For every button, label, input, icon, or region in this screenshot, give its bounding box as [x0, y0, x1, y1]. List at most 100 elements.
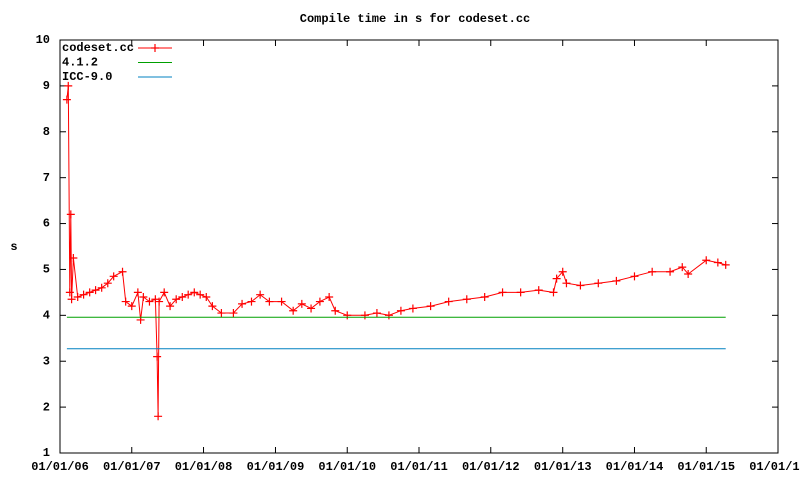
- y-tick-label: 5: [43, 263, 50, 277]
- point-marker: [297, 299, 306, 308]
- x-tick-label: 01/01/07: [103, 460, 161, 474]
- x-tick-label: 01/01/12: [462, 460, 520, 474]
- point-marker: [91, 286, 100, 295]
- point-marker: [462, 295, 471, 304]
- y-tick-label: 10: [36, 33, 50, 47]
- point-marker: [426, 302, 435, 311]
- point-marker: [360, 311, 369, 320]
- point-marker: [178, 292, 187, 301]
- point-marker: [85, 288, 94, 297]
- legend-label: ICC-9.0: [62, 70, 112, 84]
- point-marker: [62, 95, 71, 104]
- point-marker: [190, 288, 199, 297]
- x-tick-label: 01/01/09: [247, 460, 305, 474]
- point-marker: [109, 272, 118, 281]
- chart-title: Compile time in s for codeset.cc: [300, 12, 530, 26]
- point-marker: [562, 279, 571, 288]
- point-marker: [217, 309, 226, 318]
- y-tick-label: 8: [43, 125, 50, 139]
- point-marker: [612, 276, 621, 285]
- point-marker: [648, 267, 657, 276]
- point-marker: [408, 304, 417, 313]
- y-tick-label: 2: [43, 400, 50, 414]
- point-marker: [325, 292, 334, 301]
- point-marker: [153, 352, 162, 361]
- point-marker: [202, 292, 211, 301]
- x-tick-label: 01/01/13: [534, 460, 592, 474]
- point-marker: [145, 297, 154, 306]
- point-marker: [127, 302, 136, 311]
- point-marker: [66, 210, 75, 219]
- y-tick-label: 9: [43, 79, 50, 93]
- y-tick-label: 3: [43, 354, 50, 368]
- y-tick-label: 6: [43, 217, 50, 231]
- x-tick-label: 01/01/16: [749, 460, 800, 474]
- point-marker: [184, 290, 193, 299]
- point-marker: [516, 288, 525, 297]
- point-marker: [343, 311, 352, 320]
- point-marker: [307, 304, 316, 313]
- point-marker: [372, 309, 381, 318]
- point-marker: [139, 292, 148, 301]
- point-marker: [702, 256, 711, 265]
- point-marker: [67, 295, 76, 304]
- point-marker: [121, 297, 130, 306]
- point-marker: [277, 297, 286, 306]
- point-marker: [133, 288, 142, 297]
- point-marker: [630, 272, 639, 281]
- point-marker: [208, 302, 217, 311]
- y-tick-label: 7: [43, 171, 50, 185]
- point-marker: [172, 295, 181, 304]
- point-marker: [247, 297, 256, 306]
- point-marker: [331, 306, 340, 315]
- point-marker: [534, 286, 543, 295]
- point-marker: [315, 297, 324, 306]
- point-marker: [103, 279, 112, 288]
- point-marker: [289, 306, 298, 315]
- point-marker: [64, 81, 73, 90]
- x-tick-label: 01/01/11: [390, 460, 448, 474]
- point-marker: [684, 270, 693, 279]
- point-marker: [155, 297, 164, 306]
- legend-marker: [151, 44, 159, 52]
- point-marker: [666, 267, 675, 276]
- series-line: [66, 85, 726, 417]
- point-marker: [384, 311, 393, 320]
- point-marker: [552, 274, 561, 283]
- point-marker: [160, 288, 169, 297]
- point-marker: [265, 297, 274, 306]
- point-marker: [721, 260, 730, 269]
- point-marker: [65, 288, 74, 297]
- point-marker: [558, 267, 567, 276]
- point-marker: [256, 290, 265, 299]
- point-marker: [79, 290, 88, 299]
- y-tick-label: 1: [43, 446, 50, 460]
- point-marker: [118, 267, 127, 276]
- point-marker: [73, 292, 82, 301]
- point-marker: [480, 292, 489, 301]
- point-marker: [549, 288, 558, 297]
- legend-label: codeset.cc: [62, 41, 134, 55]
- point-marker: [238, 299, 247, 308]
- point-marker: [576, 281, 585, 290]
- x-tick-label: 01/01/15: [677, 460, 735, 474]
- y-tick-label: 4: [43, 309, 50, 323]
- point-marker: [166, 302, 175, 311]
- point-marker: [196, 290, 205, 299]
- point-marker: [396, 306, 405, 315]
- point-marker: [498, 288, 507, 297]
- x-tick-label: 01/01/14: [606, 460, 664, 474]
- point-marker: [154, 412, 163, 421]
- legend-label: 4.1.2: [62, 56, 98, 70]
- point-marker: [444, 297, 453, 306]
- point-marker: [678, 263, 687, 272]
- point-marker: [229, 309, 238, 318]
- x-tick-label: 01/01/10: [318, 460, 376, 474]
- x-tick-label: 01/01/08: [175, 460, 233, 474]
- point-marker: [594, 279, 603, 288]
- y-axis-label: s: [10, 240, 17, 254]
- point-marker: [69, 253, 78, 262]
